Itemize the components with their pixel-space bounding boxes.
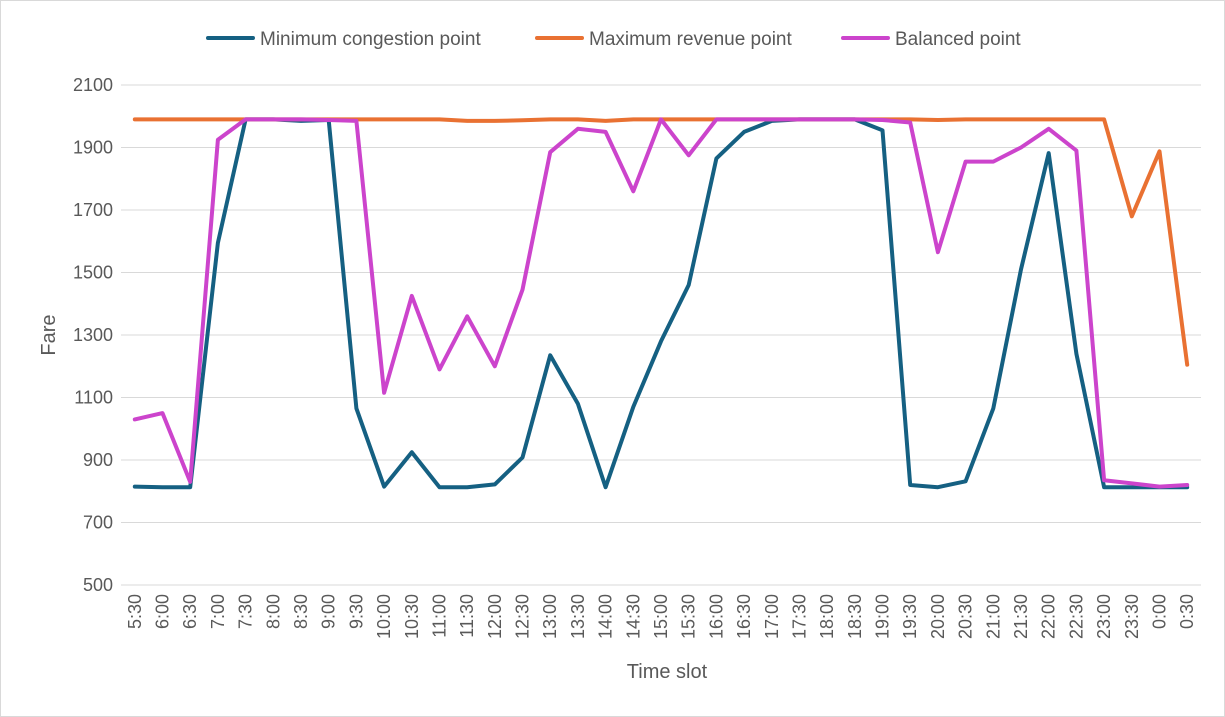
x-tick-label: 19:00 [873,594,893,639]
x-axis-title: Time slot [627,661,708,683]
series-line-minimum-congestion-point [132,117,1190,490]
x-tick-label: 16:30 [734,594,754,639]
x-tick-label: 11:30 [457,594,477,638]
x-tick-label: 18:00 [817,594,837,639]
x-tick-label: 20:30 [956,594,976,639]
x-tick-label: 9:30 [346,594,366,629]
x-tick-label: 8:30 [291,594,311,629]
y-tick-label: 2100 [73,75,113,95]
x-tick-label: 16:00 [706,594,726,639]
legend-label-balanced-point: Balanced point [895,29,1021,50]
x-tick-labels: 5:30 6:00 6:30 7:00 7:30 8:00 8:30 9:00 9:30 10:0… [125,594,1197,639]
x-tick-label: 12:30 [513,594,533,639]
x-tick-label: 20:00 [928,594,948,639]
gridlines [121,84,1201,586]
legend-label-minimum-congestion-point: Minimum congestion point [260,29,481,50]
y-tick-labels: 500 700 900 1100 1300 1500 1700 1900 2100 [73,75,113,595]
legend: Minimum congestion point Maximum revenue … [206,29,1021,50]
x-tick-label: 23:00 [1094,594,1114,639]
x-tick-label: 21:00 [983,594,1003,639]
x-tick-label: 0:00 [1149,594,1169,629]
x-tick-label: 23:30 [1122,594,1142,639]
y-tick-label: 1900 [73,138,113,158]
x-tick-label: 8:00 [263,594,283,629]
x-tick-label: 6:00 [153,594,173,629]
x-tick-label: 10:30 [402,594,422,639]
x-tick-label: 12:00 [485,594,505,639]
x-tick-label: 15:00 [651,594,671,639]
x-tick-label: 14:30 [623,594,643,639]
y-tick-label: 700 [83,513,113,533]
y-tick-label: 900 [83,450,113,470]
legend-label-maximum-revenue-point: Maximum revenue point [589,29,792,50]
x-tick-label: 17:00 [762,594,782,639]
x-tick-label: 13:30 [568,594,588,639]
x-tick-label: 14:00 [596,594,616,639]
y-axis-title: Fare [38,314,60,355]
x-tick-label: 19:30 [900,594,920,639]
y-tick-label: 1700 [73,200,113,220]
y-tick-label: 500 [83,575,113,595]
x-tick-label: 22:00 [1039,594,1059,639]
x-tick-label: 10:00 [374,594,394,639]
x-tick-label: 17:30 [789,594,809,639]
x-tick-label: 22:30 [1066,594,1086,639]
x-tick-label: 7:30 [236,594,256,629]
x-tick-label: 15:30 [679,594,699,639]
x-tick-label: 9:00 [319,594,339,629]
y-tick-label: 1500 [73,263,113,283]
x-tick-label: 0:30 [1177,594,1197,629]
x-tick-label: 6:30 [180,594,200,629]
x-tick-label: 7:00 [208,594,228,629]
x-tick-label: 5:30 [125,594,145,629]
series-line-balanced-point [132,117,1190,489]
x-tick-label: 21:30 [1011,594,1031,639]
y-tick-label: 1300 [73,325,113,345]
series-lines [132,117,1190,490]
x-tick-label: 18:30 [845,594,865,639]
y-tick-label: 1100 [74,388,113,408]
x-tick-label: 11:00 [429,594,449,638]
x-tick-label: 13:00 [540,594,560,639]
